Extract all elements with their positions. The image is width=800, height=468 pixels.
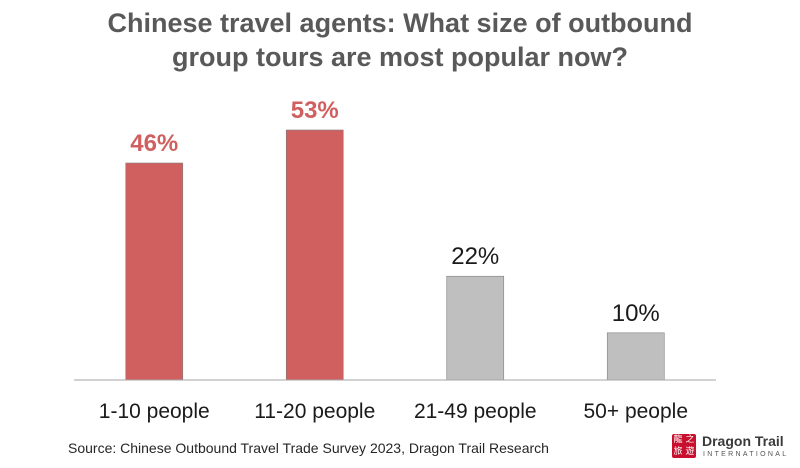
logo-glyph: 之 <box>685 435 695 445</box>
source-note: Source: Chinese Outbound Travel Trade Su… <box>68 440 549 456</box>
x-tick-label-1: 1-10 people <box>99 400 210 423</box>
logo-glyph: 龍 <box>673 435 683 445</box>
chart-title-line-1: Chinese travel agents: What size of outb… <box>107 8 693 38</box>
logo-subtitle: INTERNATIONAL <box>703 451 789 458</box>
logo-glyph: 遊 <box>685 447 695 457</box>
x-tick-label-4: 50+ people <box>583 400 688 423</box>
dragon-trail-logo: 龍 之 旅 遊 Dragon Trail INTERNATIONAL <box>672 430 798 464</box>
data-label-3: 22% <box>451 243 499 270</box>
data-label-4: 10% <box>612 300 660 327</box>
x-tick-label-2: 11-20 people <box>254 400 375 423</box>
chart-title-line-2: group tours are most popular now? <box>171 42 628 72</box>
chart-title: Chinese travel agents: What size of outb… <box>0 6 800 74</box>
logo-mark-icon: 龍 之 旅 遊 <box>672 434 696 458</box>
data-label-2: 53% <box>291 97 339 124</box>
bar-1 <box>125 162 184 381</box>
x-tick-label-3: 21-49 people <box>414 400 537 423</box>
data-label-1: 46% <box>130 130 178 157</box>
bar-4 <box>606 332 665 381</box>
bar-3 <box>446 275 505 381</box>
bar-chart: 46% 1-10 people 53% 11-20 people 22% 21-49 pe… <box>74 97 716 423</box>
logo-name: Dragon Trail <box>702 433 784 449</box>
logo-glyph: 旅 <box>673 447 683 457</box>
bar-2 <box>285 129 344 381</box>
